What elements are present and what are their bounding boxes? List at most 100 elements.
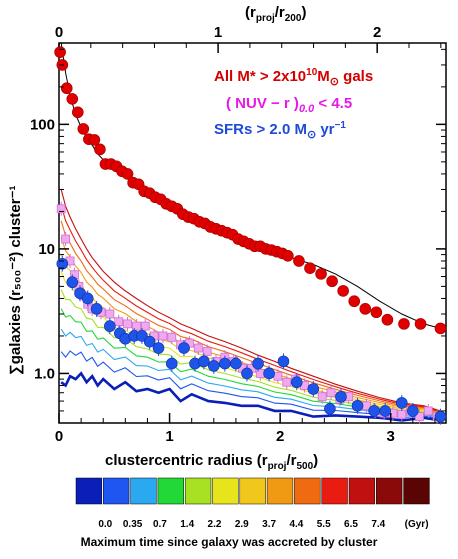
nuv-point	[193, 343, 203, 353]
colorbar-swatch	[266, 477, 294, 505]
plot-frame	[58, 42, 447, 424]
nuv-point	[61, 234, 71, 244]
legend-sfr: SFRs > 2.0 M⊙ yr−1	[214, 120, 346, 141]
colorbar-tick-label: 5.5	[317, 519, 331, 530]
sfr-point	[90, 303, 103, 315]
all-point	[398, 318, 410, 330]
model-line-7.4	[60, 189, 441, 412]
sfr-point	[178, 342, 190, 354]
all-point	[337, 285, 349, 297]
colorbar-tick-label: 0.35	[123, 519, 143, 530]
colorbar	[75, 477, 430, 505]
all-point	[359, 303, 372, 315]
colorbar-swatch	[403, 477, 430, 505]
all-point	[54, 46, 66, 58]
colorbar-tick-labels: 0.0 0.35 0.7 1.4 2.2 2.9 3.7 4.4 5.5 6.5 7.4 (Gyr)	[98, 519, 428, 530]
nuv-point	[415, 412, 424, 422]
colorbar-swatch	[75, 477, 103, 505]
nuv-point	[282, 377, 292, 387]
top-tick-label: 0	[55, 24, 63, 41]
nuv-point	[397, 409, 407, 419]
all-point	[94, 143, 106, 156]
colorbar-swatch	[184, 477, 212, 505]
colorbar-tick-label: 2.9	[235, 519, 249, 530]
legend: All M* > 2x1010M⊙ gals ( NUV − r )0.0 < …	[214, 67, 373, 141]
y-tick-label: 100	[30, 116, 55, 133]
sfr-point	[277, 355, 290, 368]
colorbar-swatch	[294, 477, 321, 505]
svg-text:(rproj/r200): (rproj/r200)	[245, 4, 306, 24]
all-point	[282, 250, 294, 262]
colorbar-tick-label: 2.2	[208, 519, 222, 530]
all-point	[304, 262, 316, 274]
colorbar-tick-label: 1.4	[180, 519, 194, 530]
top-axis-title: (rproj/r200)	[245, 4, 306, 24]
x-tick-label: 2	[276, 428, 284, 445]
all-point	[348, 295, 361, 308]
colorbar-tick-label: 6.5	[344, 519, 358, 530]
all-point	[370, 306, 383, 319]
colorbar-tick-label: 7.4	[371, 519, 385, 530]
sfr-point	[351, 399, 364, 412]
nuv-point	[255, 369, 265, 378]
colorbar-swatch	[103, 477, 130, 505]
all-point	[77, 123, 90, 135]
all-point	[60, 82, 73, 95]
nuv-point	[202, 347, 212, 356]
sfr-point	[290, 376, 303, 389]
x-axis-ticks: 0 1 2 3	[55, 413, 436, 445]
nuv-point	[114, 317, 124, 327]
model-line-0.35	[60, 350, 441, 420]
nuv-point	[423, 406, 433, 416]
legend-all: All M* > 2x1010M⊙ gals	[214, 67, 373, 88]
nuv-point	[105, 309, 115, 319]
sfr-point	[230, 357, 242, 370]
sfr-point	[56, 257, 69, 270]
sfr-point	[395, 397, 408, 409]
sfr-point	[434, 410, 447, 423]
colorbar-swatch	[376, 477, 403, 505]
sfr-point	[335, 390, 347, 403]
sfr-point	[324, 403, 336, 415]
all-point	[88, 134, 101, 146]
y-axis-title: ∑galaxies (r₅₀₀⁻²) cluster⁻¹	[7, 186, 24, 375]
y-axis-ticks: 1.0 10 100	[30, 48, 446, 424]
all-point	[414, 318, 427, 330]
top-tick-label: 2	[373, 24, 381, 41]
sfr-point	[143, 335, 156, 348]
x-tick-label: 0	[55, 428, 63, 445]
all-point	[326, 275, 338, 288]
sfr-point	[307, 383, 320, 395]
colorbar-tick-label: 4.4	[289, 519, 303, 530]
model-line-0	[60, 371, 441, 422]
sfr-point	[66, 276, 79, 289]
all-point	[381, 313, 394, 326]
colorbar-tick-label: 3.7	[262, 519, 276, 530]
sfr-point	[198, 355, 210, 368]
y-tick-label: 10	[38, 241, 55, 258]
all-point	[121, 168, 134, 180]
sfr-point	[407, 405, 419, 417]
nuv-point	[158, 331, 168, 341]
sfr-point	[368, 405, 380, 417]
colorbar-tick-label: 0.7	[153, 519, 167, 530]
all-point	[293, 255, 305, 267]
sfr-point	[104, 320, 116, 332]
y-tick-label: 1.0	[34, 365, 55, 382]
sfr-point	[165, 357, 178, 370]
colorbar-swatch	[157, 477, 184, 505]
x-tick-label: 3	[387, 428, 395, 445]
nuv-point	[131, 321, 141, 331]
model-lines	[60, 189, 441, 422]
nuv-point	[326, 388, 336, 398]
colorbar-swatch	[239, 477, 266, 505]
sfr-point	[379, 405, 391, 417]
legend-nuv: ( NUV − r )0.0 < 4.5	[226, 95, 352, 115]
nuv-point	[167, 332, 177, 342]
sfr-point	[263, 367, 275, 380]
all-point	[315, 268, 327, 280]
svg-text:clustercentric radius (rproj/r: clustercentric radius (rproj/r500)	[105, 452, 318, 472]
nuv-point	[317, 392, 327, 402]
